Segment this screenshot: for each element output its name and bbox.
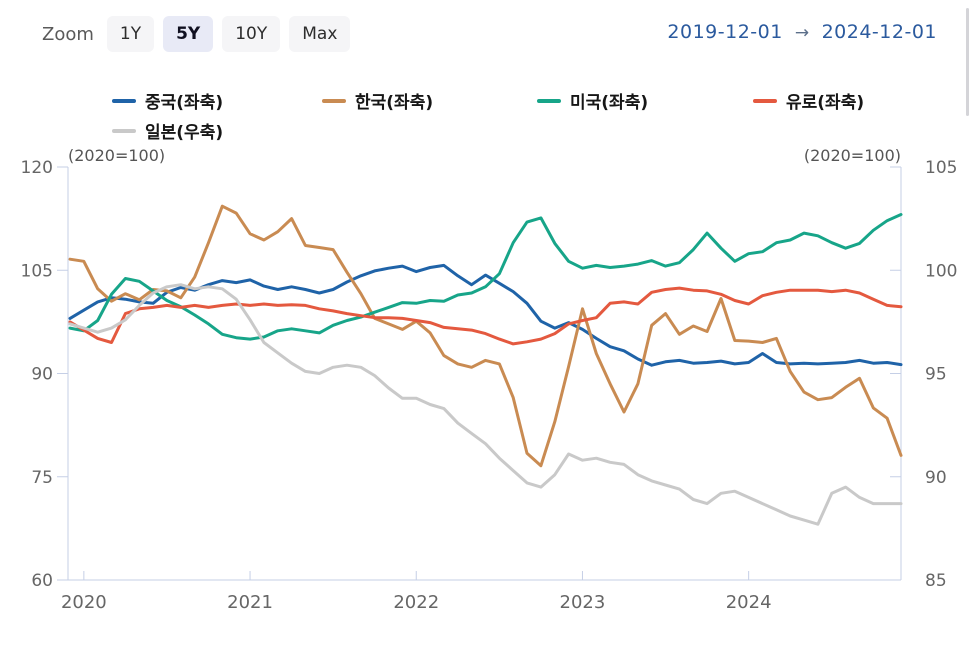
legend-item-china[interactable]: 중국(좌축): [112, 88, 223, 113]
left-axis-caption: (2020=100): [68, 146, 165, 165]
right-tick-label: 90: [925, 468, 947, 488]
legend-swatch-china: [112, 98, 136, 103]
arrow-right-icon: →: [794, 23, 810, 43]
range-start-date[interactable]: 2019-12-01: [667, 21, 783, 43]
x-tick-label: 2021: [227, 592, 273, 613]
series-line-china: [68, 263, 903, 367]
legend-swatch-japan: [112, 128, 136, 133]
left-tick-label: 75: [31, 468, 53, 488]
x-tick-label: 2024: [726, 592, 772, 613]
legend-label-china: 중국(좌축): [145, 93, 224, 113]
range-selector: Zoom 1Y 5Y 10Y Max: [42, 16, 359, 52]
series-line-usa: [68, 213, 903, 341]
legend-swatch-euro: [753, 98, 777, 103]
zoom-button-max[interactable]: Max: [289, 16, 351, 52]
date-range: 2019-12-01 → 2024-12-01: [667, 21, 937, 43]
zoom-label: Zoom: [42, 23, 94, 45]
x-tick-label: 2023: [560, 592, 606, 613]
right-tick-label: 85: [925, 571, 947, 591]
legend-item-korea[interactable]: 한국(좌축): [322, 88, 433, 113]
x-tick-label: 2020: [61, 592, 107, 613]
left-tick-label: 105: [21, 261, 53, 281]
right-axis-caption: (2020=100): [804, 146, 901, 165]
right-tick-label: 95: [925, 365, 947, 385]
legend-item-euro[interactable]: 유로(좌축): [753, 88, 864, 113]
left-tick-label: 90: [31, 365, 53, 385]
range-end-date[interactable]: 2024-12-01: [821, 21, 937, 43]
left-tick-label: 120: [21, 158, 53, 178]
right-tick-label: 100: [925, 261, 957, 281]
x-tick-label: 2022: [393, 592, 439, 613]
legend-item-usa[interactable]: 미국(좌축): [537, 88, 648, 113]
left-tick-label: 60: [31, 571, 53, 591]
legend-label-usa: 미국(좌축): [570, 93, 649, 113]
legend-item-japan[interactable]: 일본(우축): [112, 118, 223, 143]
zoom-button-10y[interactable]: 10Y: [222, 16, 281, 52]
legend-swatch-korea: [322, 98, 346, 103]
legend-label-korea: 한국(좌축): [355, 93, 434, 113]
right-tick-label: 105: [925, 158, 957, 178]
zoom-button-1y[interactable]: 1Y: [106, 16, 155, 52]
series-line-euro: [68, 286, 903, 346]
scrollbar[interactable]: [966, 8, 969, 116]
series-line-korea: [68, 204, 903, 468]
legend-label-japan: 일본(우축): [145, 123, 224, 143]
series-line-japan: [68, 283, 903, 526]
legend-label-euro: 유로(좌축): [786, 93, 865, 113]
legend-swatch-usa: [537, 98, 561, 103]
zoom-button-5y[interactable]: 5Y: [163, 16, 214, 52]
